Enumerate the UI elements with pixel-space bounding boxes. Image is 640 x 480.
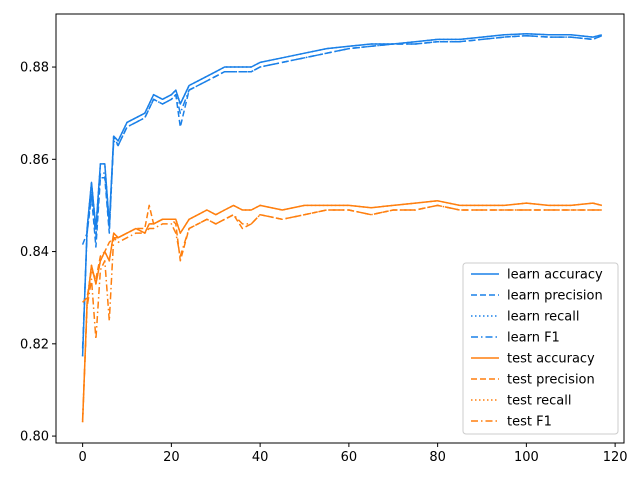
legend-label: test F1 xyxy=(507,415,552,430)
x-tick-label: 40 xyxy=(252,450,269,465)
y-tick-label: 0.86 xyxy=(20,153,49,168)
legend-label: learn recall xyxy=(507,310,579,325)
legend-box xyxy=(462,262,619,435)
legend-label: learn F1 xyxy=(507,331,560,346)
series-line-test-f1 xyxy=(81,204,602,420)
x-tick-label: 60 xyxy=(341,450,358,465)
x-tick-label: 0 xyxy=(78,450,86,465)
legend-label: test recall xyxy=(507,394,572,409)
x-tick-label: 100 xyxy=(514,450,539,465)
legend-label: test precision xyxy=(507,373,595,388)
legend-label: learn accuracy xyxy=(507,268,603,283)
axes-frame xyxy=(55,13,625,444)
legend-label: test accuracy xyxy=(507,352,595,367)
x-tick-label: 80 xyxy=(429,450,446,465)
y-tick-label: 0.84 xyxy=(20,245,49,260)
y-tick-label: 0.80 xyxy=(20,430,49,445)
legend: learn accuracy learn precision learn recal… xyxy=(462,262,619,435)
x-tick-label: 20 xyxy=(163,450,180,465)
y-tick-label: 0.88 xyxy=(20,61,49,76)
series-line-learn-f1 xyxy=(81,34,603,349)
x-tick-label: 120 xyxy=(603,450,628,465)
y-axis: 0.80 0.82 0.84 0.86 0.88 xyxy=(20,61,56,445)
y-tick-label: 0.82 xyxy=(20,337,49,352)
plot-area xyxy=(81,33,603,423)
series-line-test-recall xyxy=(81,200,602,423)
series-line-learn-recall xyxy=(81,33,602,357)
legend-label: learn precision xyxy=(507,289,603,304)
x-axis: 0 20 40 60 80 100 120 xyxy=(78,443,628,465)
